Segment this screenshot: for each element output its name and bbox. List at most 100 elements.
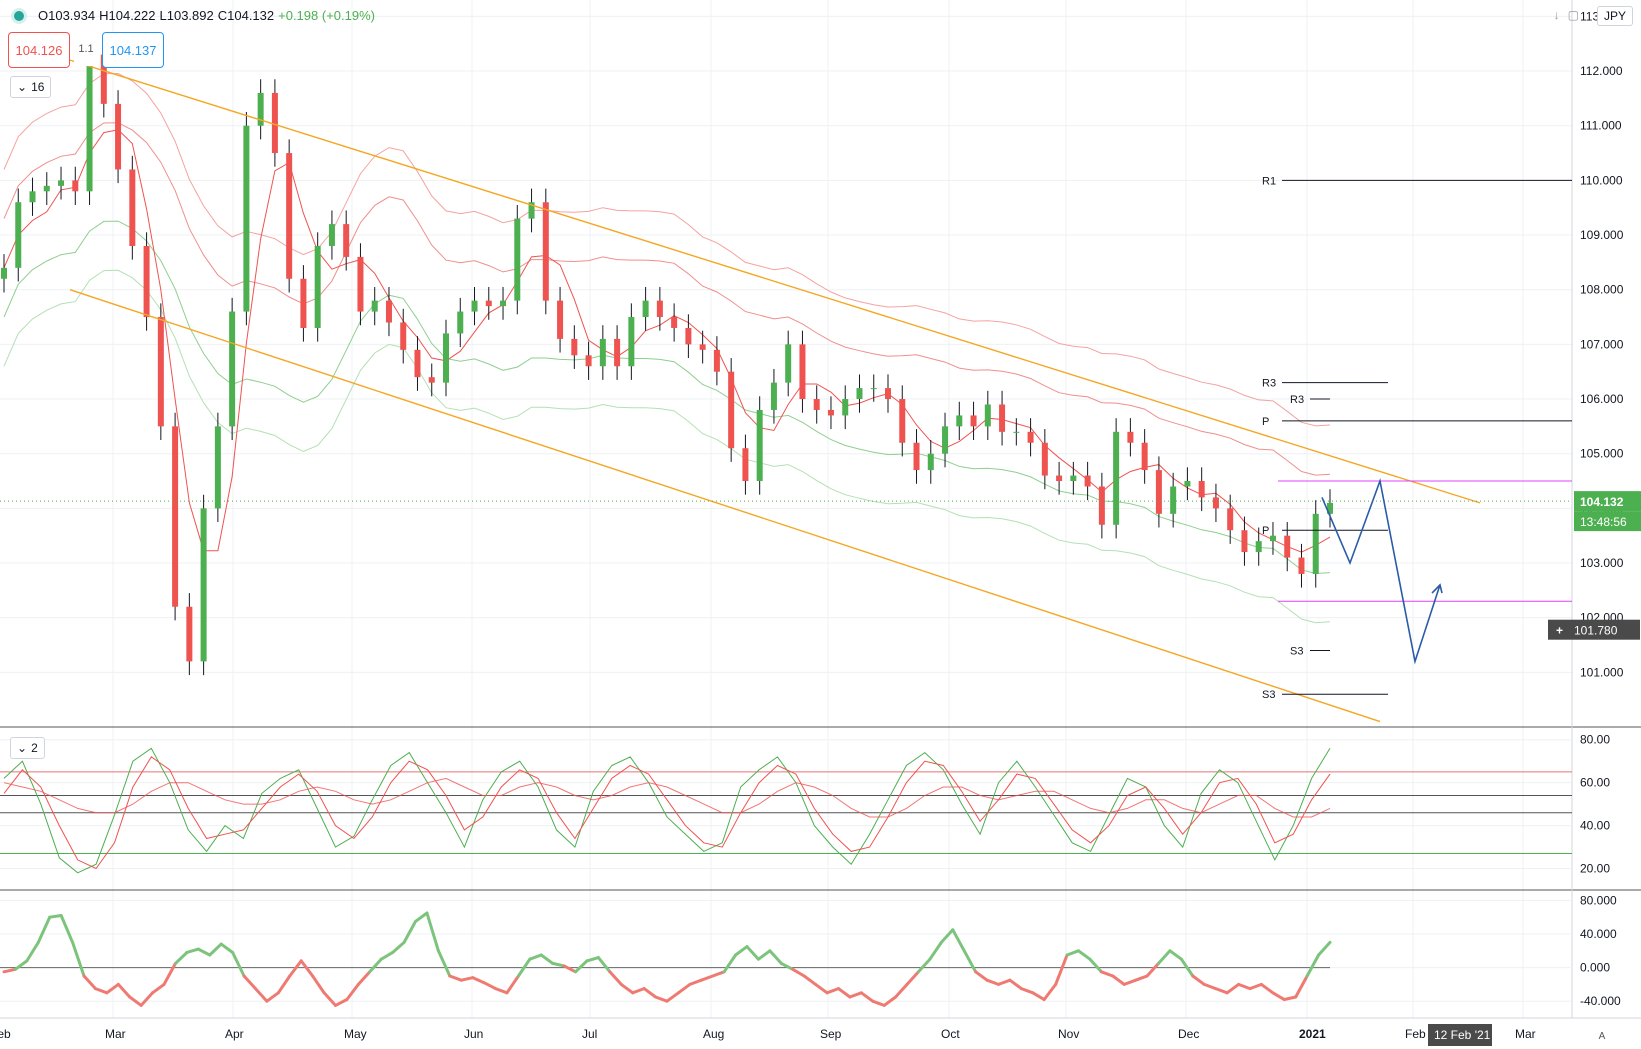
- candle-body: [642, 300, 649, 318]
- candle-body: [899, 399, 906, 443]
- momentum-segment: [448, 974, 463, 982]
- last-price-text: 104.132: [1580, 495, 1624, 509]
- momentum-segment: [836, 987, 852, 999]
- countdown-text: 13:48:56: [1580, 515, 1627, 529]
- momentum-segment: [368, 957, 383, 974]
- momentum-segment: [997, 978, 1012, 986]
- momentum-segment: [619, 982, 635, 995]
- momentum-segment: [391, 940, 406, 954]
- candle-body: [257, 92, 264, 126]
- candle-body: [443, 333, 449, 383]
- candle-body: [1170, 486, 1177, 514]
- momentum-segment: [48, 914, 63, 919]
- momentum-segment: [82, 974, 97, 991]
- momentum-segment: [802, 974, 818, 986]
- momentum-segment: [379, 950, 395, 961]
- momentum-segment: [1237, 982, 1252, 991]
- candle-body: [514, 218, 521, 301]
- candle-body: [1070, 475, 1077, 482]
- candle-body: [29, 191, 36, 203]
- pivot-label: R1: [1262, 175, 1276, 187]
- candle-body: [371, 300, 378, 312]
- momentum-segment: [356, 970, 372, 986]
- candle-body: [628, 317, 635, 367]
- candle-body: [799, 344, 806, 400]
- pivot-label: R3: [1290, 394, 1304, 406]
- momentum-segment: [471, 976, 486, 985]
- momentum-segment: [25, 940, 40, 963]
- momentum-segment: [482, 981, 498, 991]
- momentum-segment: [173, 950, 189, 965]
- time-axis-label: 2021: [1299, 1027, 1326, 1041]
- oscillator-line: [3, 777, 1331, 818]
- candle-body: [243, 125, 250, 312]
- price-axis-label: 101.000: [1580, 665, 1624, 679]
- momentum-segment: [1008, 978, 1023, 991]
- pane-tools: ↓ ▢: [1554, 8, 1579, 22]
- candle-body: [956, 415, 963, 427]
- last-price-tag: [1574, 491, 1641, 512]
- candle-body: [300, 278, 307, 328]
- crosshair-price-text: 101.780: [1574, 624, 1618, 638]
- momentum-segment: [848, 991, 863, 999]
- candle-body: [1298, 557, 1305, 574]
- candle-body: [542, 202, 549, 301]
- sell-button[interactable]: 104.126: [8, 32, 70, 68]
- main-indicators-toggle[interactable]: ⌄ 16: [10, 76, 52, 98]
- candle-body: [1056, 475, 1063, 482]
- pivot-label: S3: [1290, 645, 1303, 657]
- time-axis-label: Feb: [1405, 1027, 1426, 1041]
- price-axis-label: 108.000: [1580, 283, 1624, 297]
- countdown-tag: [1574, 511, 1641, 532]
- indicator-count: 2: [31, 741, 38, 755]
- time-axis-label: May: [344, 1027, 367, 1041]
- momentum-segment: [734, 945, 749, 957]
- auto-scale-button[interactable]: A: [1598, 1030, 1606, 1042]
- price-axis-label: 103.000: [1580, 556, 1624, 570]
- momentum-segment: [574, 959, 589, 974]
- visibility-dot-icon[interactable]: [14, 10, 24, 21]
- candle-body: [414, 349, 421, 378]
- momentum-segment: [185, 947, 200, 954]
- maximize-icon[interactable]: ▢: [1567, 8, 1579, 22]
- momentum-segment: [1305, 953, 1321, 978]
- momentum-segment: [654, 995, 669, 1003]
- oscillator-axis-label: 60.00: [1580, 776, 1610, 790]
- price-axis-label: 110.000: [1580, 173, 1623, 187]
- lower-band-outer: [3, 269, 1331, 624]
- candle-body: [271, 92, 278, 154]
- candle-body: [1312, 513, 1319, 574]
- crosshair-date-text: 12 Feb '21: [1434, 1028, 1491, 1042]
- momentum-segment: [974, 970, 989, 982]
- spread-value: 1.1: [74, 32, 98, 66]
- momentum-segment: [208, 942, 223, 957]
- candle-body: [999, 404, 1006, 432]
- momentum-segment: [265, 991, 280, 1003]
- candle-body: [129, 169, 136, 246]
- buy-button[interactable]: 104.137: [102, 32, 164, 68]
- momentum-segment: [928, 940, 943, 961]
- crosshair-price-tag: [1548, 619, 1640, 640]
- momentum-segment: [1111, 974, 1126, 986]
- candle-body: [571, 338, 578, 356]
- oscillator-indicators-toggle[interactable]: ⌄ 2: [10, 737, 45, 759]
- candle-body: [599, 338, 606, 367]
- momentum-segment: [1259, 982, 1275, 995]
- momentum-segment: [1145, 961, 1161, 978]
- momentum-segment: [528, 953, 543, 961]
- candle-body: [885, 388, 891, 400]
- momentum-segment: [253, 987, 269, 1003]
- arrow-down-icon[interactable]: ↓: [1553, 8, 1560, 22]
- momentum-segment: [231, 950, 246, 978]
- momentum-axis-label: -40.000: [1580, 994, 1621, 1008]
- oscillator-axis-label: 40.00: [1580, 819, 1610, 833]
- momentum-segment: [1179, 957, 1195, 978]
- currency-button[interactable]: JPY: [1596, 6, 1633, 26]
- price-axis-label: 112.000: [1580, 64, 1623, 78]
- pivot-label: P: [1262, 525, 1269, 537]
- momentum-segment: [939, 928, 955, 944]
- momentum-segment: [116, 982, 132, 999]
- candle-body: [1227, 508, 1234, 531]
- momentum-segment: [539, 953, 555, 965]
